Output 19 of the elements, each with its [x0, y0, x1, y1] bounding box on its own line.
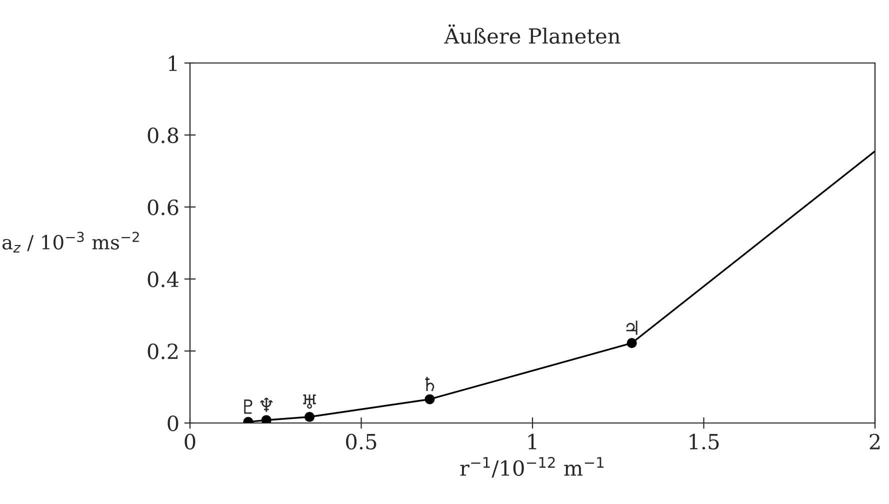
annotation: ♄: [425, 376, 434, 392]
x-tick-label: 1: [528, 434, 536, 450]
x-axis-title: r$^{−1}$/10$^{−12}$ m$^{−1}$: [460, 456, 604, 478]
y-tick-label: 0.8: [148, 127, 178, 144]
annotation: ♃: [626, 320, 638, 335]
annotation: ♅: [303, 394, 316, 409]
x-tick-label: 1.5: [690, 434, 719, 450]
y-tick-label: 0.6: [148, 199, 178, 216]
y-axis-title: a$_{z}$ / 10$^{−3}$ ms$^{−2}$: [2, 232, 139, 252]
annotation: ♇: [244, 400, 252, 414]
x-tick-label: 0.5: [346, 434, 376, 450]
y-tick-label: 0: [168, 415, 178, 432]
y-tick-label: 0.4: [148, 271, 179, 288]
y-tick-label: 0.2: [148, 343, 178, 360]
annotation: ♆: [260, 398, 273, 412]
y-tick-label: 1: [168, 55, 177, 71]
x-tick-label: 0: [184, 434, 196, 450]
x-tick-label: 2: [870, 434, 880, 450]
chart-title: Äußere Planeten: [444, 24, 620, 44]
